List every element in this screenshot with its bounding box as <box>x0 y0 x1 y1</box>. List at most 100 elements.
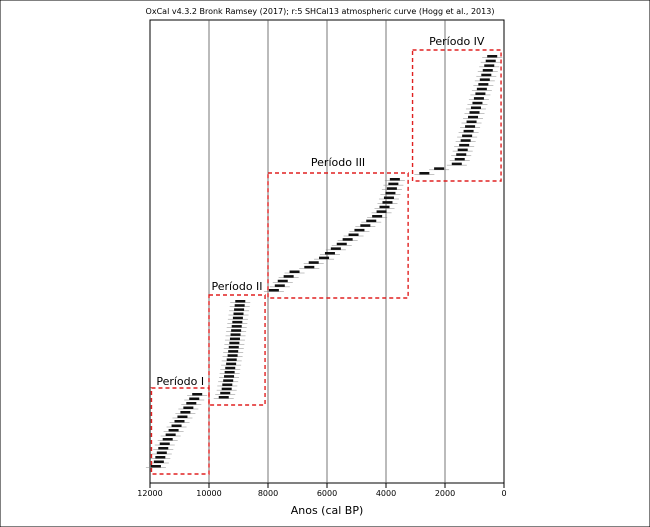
date-distribution-3-21 <box>385 191 396 195</box>
period-box-4 <box>411 49 502 182</box>
x-tick-label-6: 0 <box>501 489 506 498</box>
date-distribution-4-12 <box>468 115 479 119</box>
date-distribution-2-3 <box>222 383 233 386</box>
date-distribution-2-23 <box>235 300 246 303</box>
date-distribution-4-25 <box>487 55 498 58</box>
x-tick-label-3: 6000 <box>317 489 337 498</box>
date-distribution-4-11 <box>466 120 477 124</box>
x-tick-label-0: 12000 <box>137 489 162 498</box>
grid-lines <box>208 20 446 483</box>
date-distribution-3-14 <box>360 224 371 227</box>
date-distribution-1-14 <box>186 402 197 405</box>
x-tick-label-4: 4000 <box>376 489 396 498</box>
date-distribution-2-15 <box>230 333 241 336</box>
date-distribution-3-0 <box>268 289 279 292</box>
date-distribution-2-16 <box>231 329 242 332</box>
date-distribution-4-10 <box>465 125 476 128</box>
date-distribution-4-23 <box>484 64 495 67</box>
date-distribution-4-20 <box>479 78 490 81</box>
date-distribution-2-2 <box>221 387 232 391</box>
date-distribution-2-1 <box>220 391 231 395</box>
date-distribution-1-2 <box>155 456 166 459</box>
date-distribution-1-5 <box>159 442 170 445</box>
date-distribution-4-7 <box>460 139 471 142</box>
date-distribution-4-8 <box>462 134 473 138</box>
period-label-1: Período I <box>156 375 204 388</box>
date-distribution-3-16 <box>372 215 383 218</box>
date-distribution-3-11 <box>342 238 353 241</box>
date-distribution-1-6 <box>162 438 173 441</box>
date-distribution-3-3 <box>283 275 294 278</box>
period-box-3 <box>267 172 409 299</box>
date-distribution-3-24 <box>389 178 400 181</box>
date-distribution-1-16 <box>192 393 203 396</box>
date-distribution-2-21 <box>234 308 245 311</box>
date-distribution-3-8 <box>324 252 335 255</box>
period-box-1 <box>150 387 210 475</box>
period-boxes: Período I Período II Período III Período IV <box>150 35 502 475</box>
date-distribution-3-13 <box>354 228 365 232</box>
x-tick-label-2: 8000 <box>258 489 278 498</box>
date-distribution-1-15 <box>189 397 200 400</box>
date-distribution-3-2 <box>277 279 288 283</box>
date-distribution-3-1 <box>274 284 285 287</box>
date-distribution-1-10 <box>174 420 185 423</box>
date-distribution-3-4 <box>289 270 300 273</box>
date-distribution-2-5 <box>224 375 235 378</box>
date-distribution-1-4 <box>158 447 169 450</box>
date-distribution-1-13 <box>183 406 194 409</box>
date-distribution-4-18 <box>476 87 487 91</box>
date-distribution-2-10 <box>227 354 238 357</box>
date-distribution-2-9 <box>226 358 237 361</box>
date-distribution-4-9 <box>463 129 474 133</box>
date-distribution-2-6 <box>224 370 235 374</box>
date-distribution-4-19 <box>478 83 489 86</box>
date-distribution-4-5 <box>457 148 468 152</box>
date-distribution-1-1 <box>153 460 164 463</box>
date-distribution-3-5 <box>304 265 315 269</box>
date-distribution-4-24 <box>485 59 496 63</box>
date-distribution-3-15 <box>366 219 377 223</box>
x-axis-label: Anos (cal BP) <box>291 504 364 517</box>
date-distribution-4-2 <box>451 162 462 166</box>
date-distribution-4-22 <box>482 69 493 72</box>
date-distribution-1-3 <box>156 451 167 454</box>
date-distribution-3-18 <box>379 205 390 209</box>
date-distribution-2-17 <box>231 325 242 328</box>
date-distribution-3-22 <box>386 187 397 190</box>
date-distribution-1-8 <box>168 429 179 432</box>
date-distribution-4-14 <box>470 106 481 109</box>
date-distribution-3-12 <box>348 233 359 236</box>
date-distribution-4-16 <box>473 97 484 100</box>
date-distribution-4-21 <box>481 73 492 77</box>
date-distribution-3-20 <box>383 196 394 199</box>
x-axis: 12000 10000 8000 6000 4000 2000 0 <box>137 483 507 498</box>
date-distribution-2-20 <box>233 312 244 316</box>
date-distribution-2-18 <box>232 320 243 324</box>
date-distribution-4-15 <box>472 101 483 105</box>
date-distribution-3-7 <box>319 256 330 260</box>
date-distribution-2-19 <box>232 316 243 320</box>
date-distribution-3-17 <box>376 210 387 213</box>
date-distribution-4-1 <box>434 167 445 170</box>
x-tick-label-5: 2000 <box>435 489 455 498</box>
date-distribution-1-11 <box>177 415 188 418</box>
date-distribution-3-9 <box>330 247 341 250</box>
date-distribution-2-7 <box>225 366 236 370</box>
date-distribution-3-6 <box>308 261 319 264</box>
date-distribution-2-13 <box>229 341 240 345</box>
date-distribution-4-3 <box>454 157 465 161</box>
date-distribution-3-10 <box>336 242 347 246</box>
date-distributions <box>145 55 503 468</box>
date-distribution-1-0 <box>150 465 161 468</box>
date-distribution-1-7 <box>165 433 176 436</box>
date-distribution-4-0 <box>419 172 430 175</box>
date-distribution-4-6 <box>459 143 470 147</box>
chart-title: OxCal v4.3.2 Bronk Ramsey (2017); r:5 SH… <box>146 7 495 16</box>
date-distribution-2-8 <box>226 362 237 366</box>
date-distribution-4-4 <box>456 153 467 156</box>
date-distribution-2-4 <box>223 379 234 382</box>
x-tick-label-1: 10000 <box>196 489 221 498</box>
